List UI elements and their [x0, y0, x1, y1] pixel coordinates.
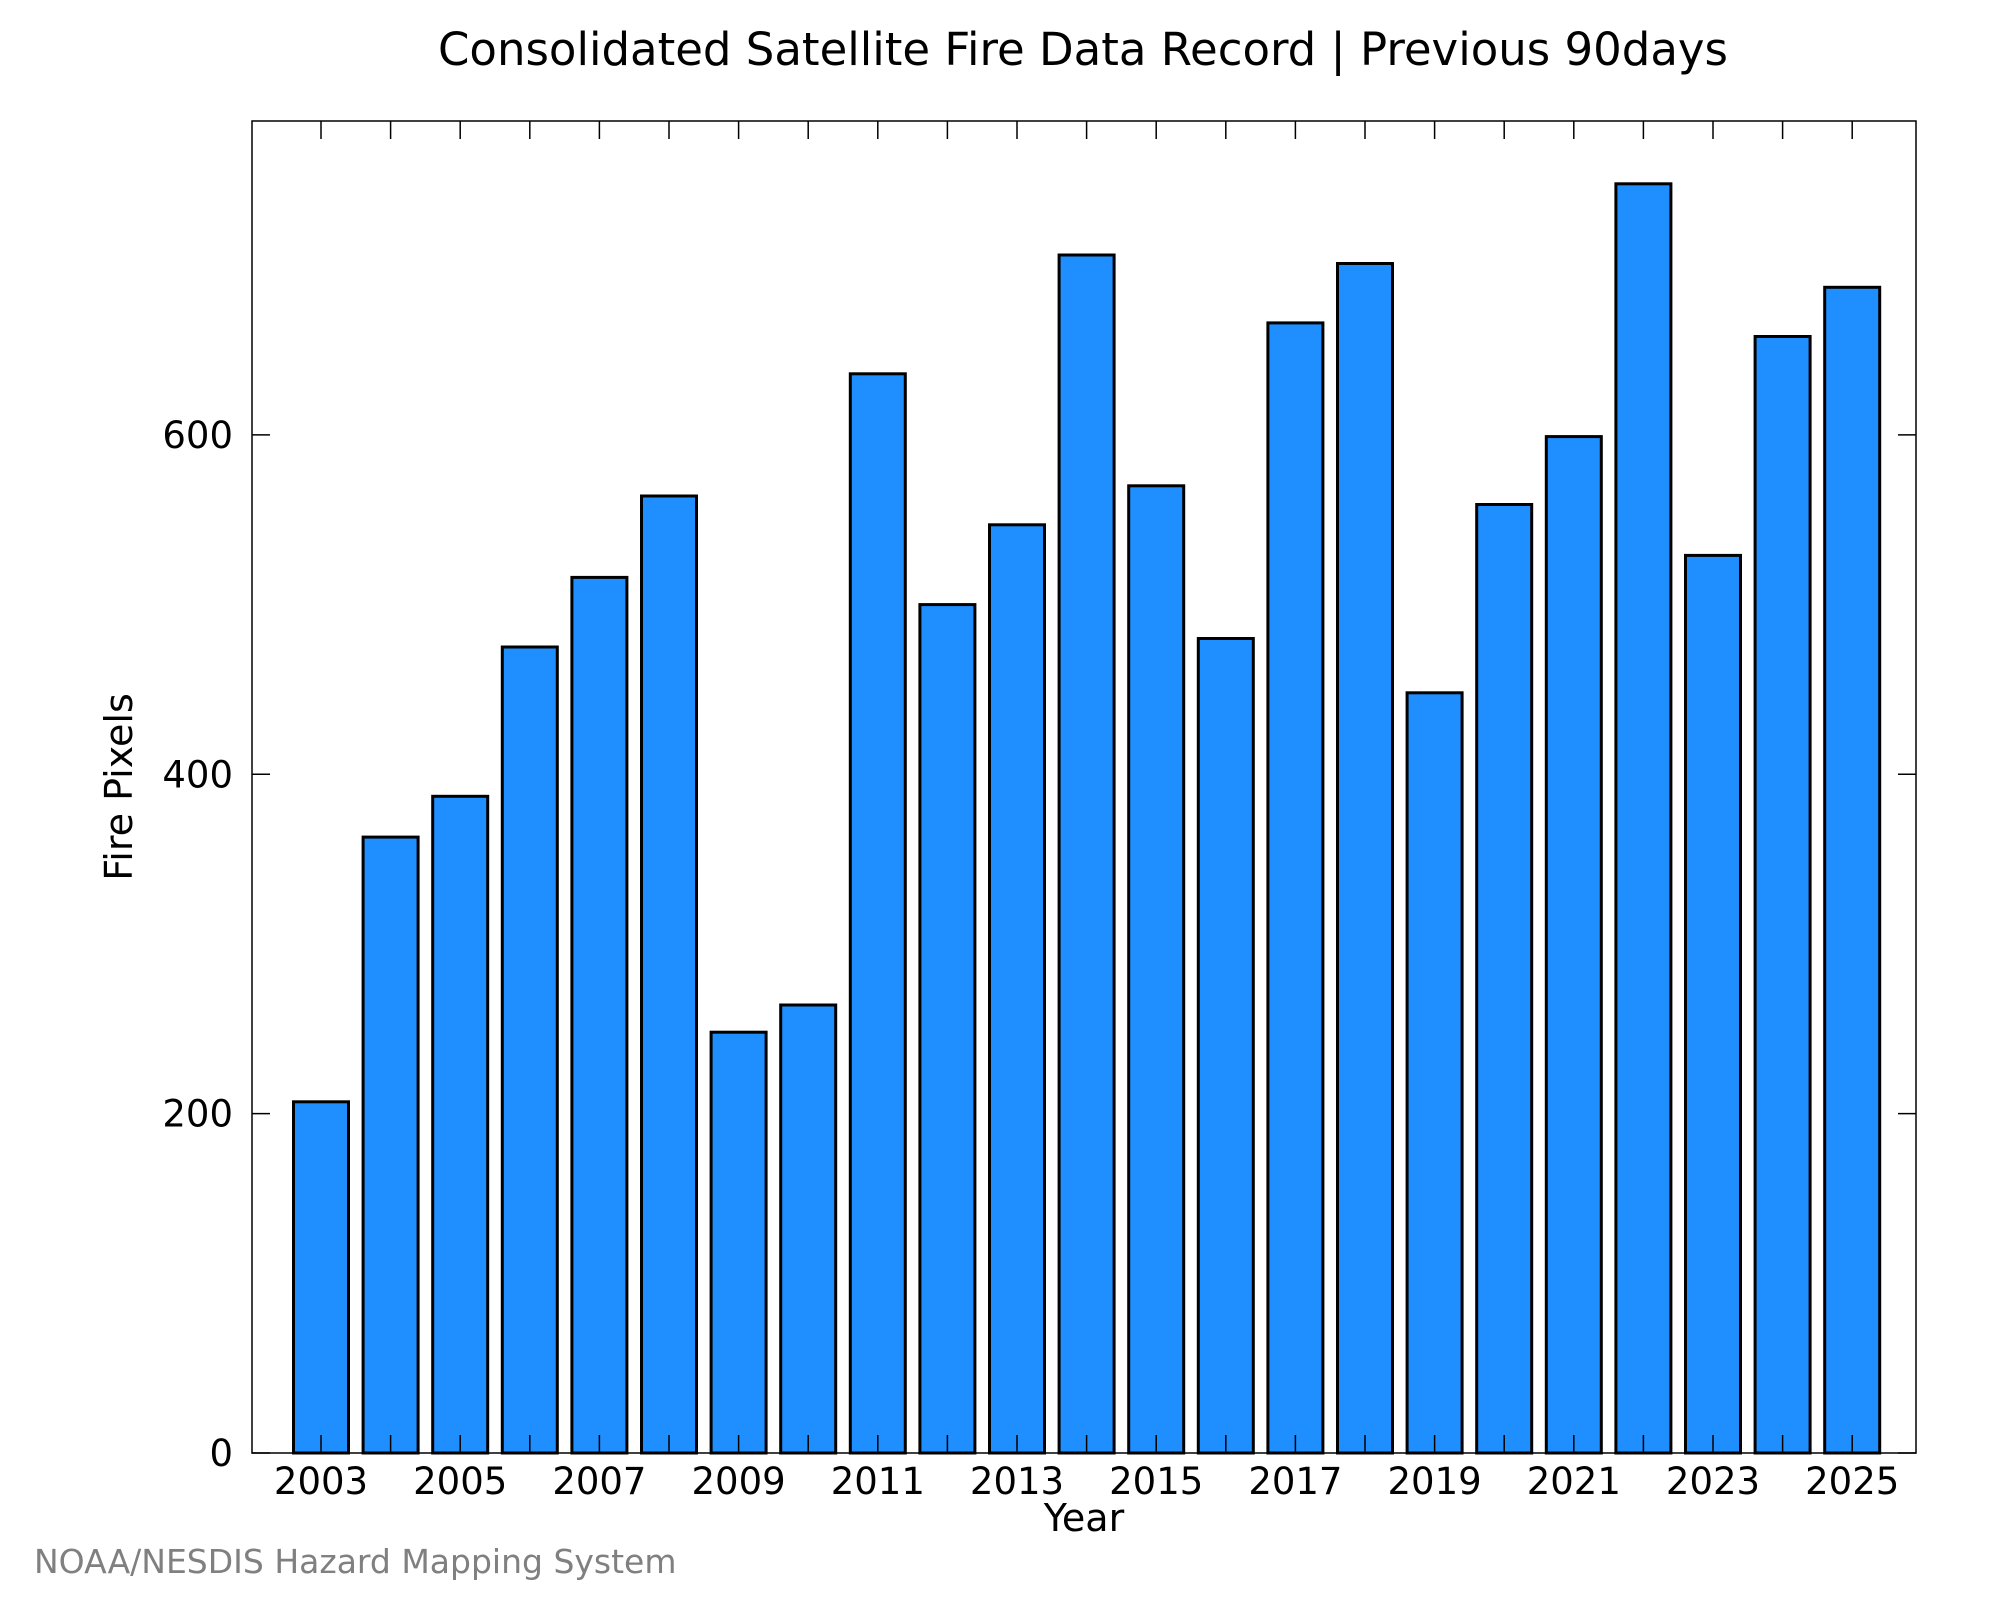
bar-2024 — [1753, 335, 1812, 1455]
bar-2011 — [848, 372, 907, 1455]
y-tick-label-600: 600 — [162, 414, 233, 457]
x-tick-label-2009: 2009 — [692, 1460, 786, 1503]
x-tick-label-2007: 2007 — [552, 1460, 646, 1503]
bar-2007 — [570, 575, 629, 1455]
bar-2004 — [361, 835, 420, 1455]
bar-2021 — [1544, 435, 1603, 1455]
x-tick-label-2013: 2013 — [970, 1460, 1064, 1503]
bar-2006 — [500, 645, 559, 1455]
y-tick-label-200: 200 — [162, 1093, 233, 1136]
y-tick-label-400: 400 — [162, 753, 233, 796]
x-tick-label-2017: 2017 — [1248, 1460, 1342, 1503]
bar-2013 — [988, 523, 1046, 1455]
y-axis: 0 200 400 600 — [162, 414, 1916, 1475]
bar-2019 — [1405, 691, 1464, 1455]
bars-group — [292, 182, 1882, 1455]
x-tick-label-2023: 2023 — [1666, 1460, 1760, 1503]
x-tick-label-2025: 2025 — [1805, 1460, 1899, 1503]
source-note: NOAA/NESDIS Hazard Mapping System — [34, 1542, 677, 1581]
bar-2025 — [1823, 285, 1882, 1455]
y-tick-label-0: 0 — [209, 1432, 233, 1475]
x-tick-label-2021: 2021 — [1527, 1460, 1621, 1503]
x-tick-label-2015: 2015 — [1109, 1460, 1203, 1503]
x-axis: 2003 2005 2007 2009 2011 2013 2015 2017 2019 2021… — [274, 121, 1899, 1503]
bar-2010 — [779, 1003, 838, 1455]
bar-2005 — [431, 794, 490, 1455]
y-axis-label: Fire Pixels — [97, 693, 141, 881]
bar-2015 — [1127, 484, 1186, 1455]
bar-2012 — [918, 603, 977, 1455]
bar-2008 — [640, 494, 698, 1455]
bar-2016 — [1196, 637, 1255, 1455]
x-tick-label-2019: 2019 — [1388, 1460, 1482, 1503]
bar-2023 — [1684, 553, 1742, 1455]
bar-2003 — [292, 1100, 350, 1455]
bar-2018 — [1336, 262, 1394, 1455]
bar-2017 — [1266, 321, 1325, 1455]
plot-area-frame — [251, 120, 1917, 1454]
x-tick-label-2005: 2005 — [413, 1460, 507, 1503]
bar-2009 — [709, 1030, 768, 1455]
chart-title: Consolidated Satellite Fire Data Record … — [438, 23, 1728, 76]
bar-2022 — [1614, 182, 1673, 1455]
x-axis-label: Year — [1043, 1496, 1125, 1540]
bar-2020 — [1475, 503, 1534, 1455]
bar-2014 — [1057, 253, 1116, 1455]
x-tick-label-2011: 2011 — [831, 1460, 925, 1503]
x-tick-label-2003: 2003 — [274, 1460, 368, 1503]
